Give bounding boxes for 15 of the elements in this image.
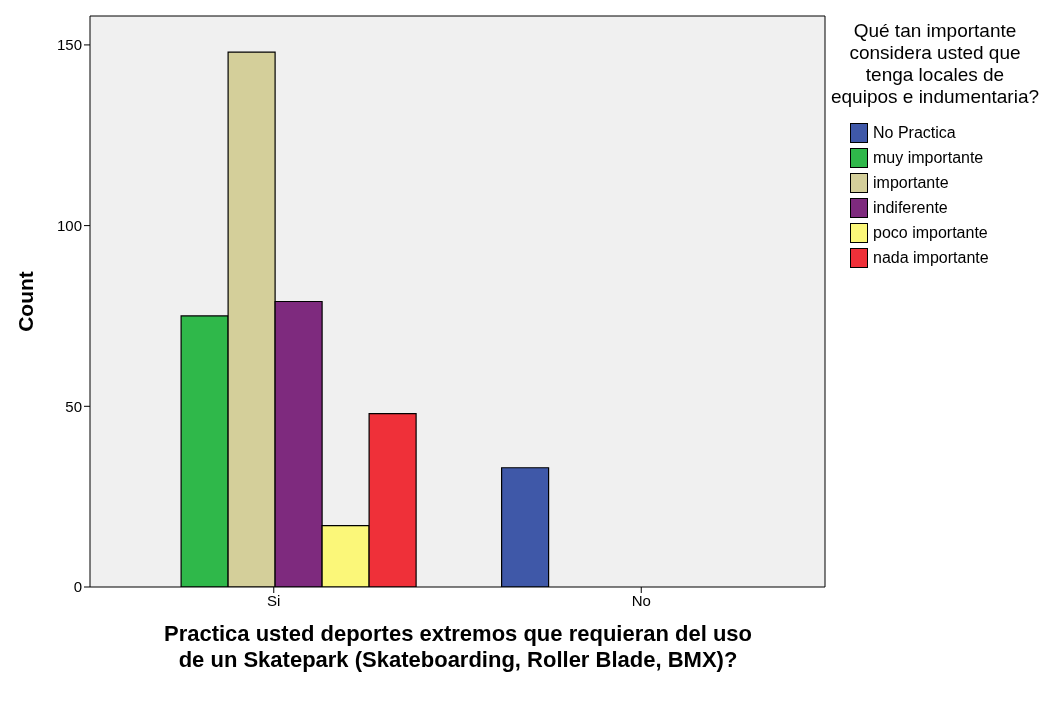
x-tick-label: No <box>631 591 651 609</box>
legend-label: nada importante <box>872 247 990 268</box>
y-tick-label: 50 <box>65 397 82 415</box>
legend-label: muy importante <box>872 147 985 168</box>
legend-label: indiferente <box>872 197 949 218</box>
legend-title: Qué tan importante considera usted que tenga locales de equipos e indumentaria? <box>830 20 1040 108</box>
legend-label: importante <box>872 172 950 193</box>
x-tick-label: Si <box>267 591 281 609</box>
y-tick-label: 0 <box>73 578 82 596</box>
y-tick-label: 100 <box>56 216 82 234</box>
legend-label: poco importante <box>872 222 989 243</box>
legend-label: No Practica <box>872 122 957 143</box>
x-axis-title: Practica usted deportes extremos que requieran del uso de un Skatepark (Skateboarding, Roller Blade, BMX)? <box>162 621 754 673</box>
y-axis-title: Count <box>14 271 38 332</box>
y-tick-label: 150 <box>56 36 82 54</box>
